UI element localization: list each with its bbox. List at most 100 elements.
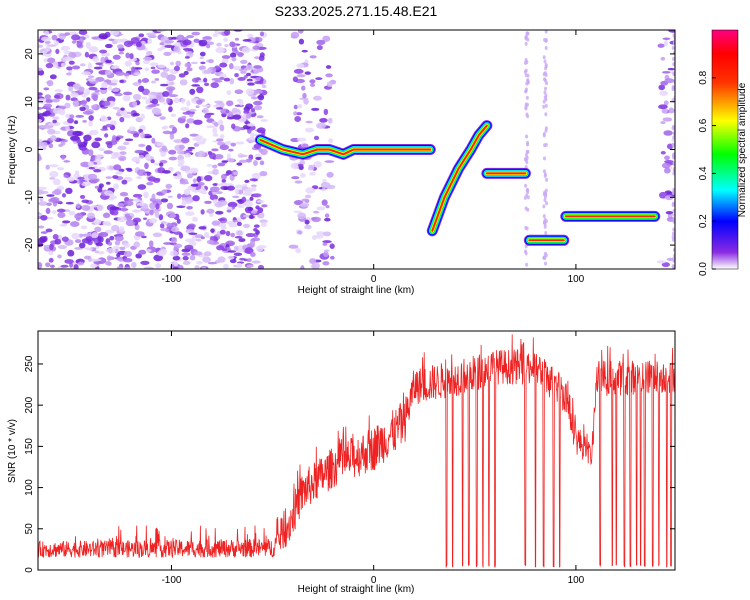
- spectrogram-noise-blob: [128, 126, 136, 132]
- spectrogram-noise-blob: [156, 95, 162, 101]
- spectrogram-noise-blob: [51, 61, 59, 68]
- spectrogram-noise-blob: [151, 137, 156, 144]
- spectrogram-noise-blob: [163, 51, 172, 56]
- spectrogram-noise-blob: [544, 219, 548, 224]
- spectrogram-noise-blob: [526, 207, 530, 212]
- spectrogram-noise-blob: [143, 217, 148, 220]
- spectrogram-noise-blob: [206, 164, 213, 167]
- spectrogram-noise-blob: [191, 77, 200, 83]
- spectrogram-noise-blob: [207, 67, 212, 74]
- spectrogram-noise-blob: [219, 134, 225, 139]
- spectrogram-noise-blob: [254, 56, 260, 60]
- spectrogram-noise-blob: [663, 40, 669, 47]
- spectrogram-noise-blob: [105, 181, 111, 185]
- spectrogram-noise-blob: [177, 159, 185, 165]
- spectrogram-noise-blob: [95, 62, 103, 65]
- spectrogram-noise-blob: [311, 107, 320, 111]
- spectrogram-noise-blob: [255, 76, 261, 81]
- spectrogram-noise-blob: [44, 99, 53, 103]
- spectrogram-noise-blob: [178, 264, 184, 269]
- spectrogram-noise-blob: [138, 143, 146, 148]
- spectrogram-noise-blob: [94, 185, 100, 189]
- spectrogram-noise-blob: [68, 86, 74, 92]
- spectrogram-noise-blob: [57, 245, 67, 250]
- spectrogram-noise-blob: [145, 135, 153, 139]
- spectrogram-noise-blob: [72, 65, 81, 70]
- spectrogram-noise-blob: [132, 82, 141, 86]
- spectrogram-noise-blob: [544, 192, 548, 197]
- spectrogram-noise-blob: [106, 247, 116, 254]
- spectrogram-noise-blob: [216, 183, 225, 186]
- spectrogram-noise-blob: [200, 209, 205, 215]
- spectrogram-noise-blob: [100, 56, 106, 64]
- spectrogram-noise-blob: [124, 138, 134, 142]
- spectrogram-noise-blob: [75, 203, 81, 209]
- spectrogram-noise-blob: [79, 177, 84, 184]
- spectrogram-noise-blob: [211, 78, 221, 81]
- spectrogram-noise-blob: [87, 173, 98, 180]
- spectrogram-noise-blob: [185, 211, 195, 216]
- snr-ytick-label: 50: [24, 523, 35, 535]
- spectrogram-noise-blob: [145, 50, 153, 56]
- spectrogram-noise-blob: [241, 183, 248, 187]
- spectrogram-noise-blob: [660, 56, 666, 61]
- spectrogram-noise-blob: [206, 239, 215, 245]
- spectrogram-noise-blob: [44, 30, 50, 36]
- spectrogram-noise-blob: [215, 107, 224, 110]
- spectrogram-noise-blob: [91, 141, 101, 149]
- spectrogram-noise-blob: [226, 100, 234, 107]
- spectrogram-noise-blob: [309, 258, 317, 265]
- spectrogram-noise-blob: [162, 130, 172, 135]
- spectrogram-noise-blob: [252, 193, 262, 198]
- spectrogram-noise-blob: [224, 30, 231, 36]
- spectrogram-noise-blob: [186, 100, 191, 107]
- spectrogram-noise-blob: [124, 60, 132, 67]
- spectrogram-noise-blob: [210, 228, 215, 233]
- spectrogram-noise-blob: [138, 154, 145, 159]
- spectrogram-noise-blob: [298, 38, 305, 45]
- spectrogram-noise-blob: [196, 99, 203, 105]
- spectrogram-noise-blob: [45, 164, 50, 170]
- spectrogram-noise-blob: [259, 170, 268, 177]
- spectrogram-noise-blob: [219, 124, 225, 132]
- spectrogram-noise-blob: [215, 210, 224, 215]
- spectrogram-noise-blob: [544, 30, 548, 34]
- spectrogram-noise-blob: [192, 216, 198, 222]
- spectrogram-noise-blob: [153, 209, 158, 214]
- spectrogram-noise-blob: [149, 62, 159, 67]
- spectrogram-noise-blob: [250, 209, 258, 214]
- spectrogram-noise-blob: [198, 39, 208, 47]
- spectrogram-noise-blob: [57, 212, 66, 218]
- spectrogram-noise-blob: [184, 62, 192, 68]
- spectrogram-noise-blob: [38, 113, 48, 117]
- spectrogram-noise-blob: [661, 162, 671, 169]
- spectrogram-noise-blob: [47, 128, 56, 135]
- spectrogram-noise-blob: [45, 216, 54, 220]
- spectrogram-noise-blob: [53, 40, 60, 46]
- spectrogram-noise-blob: [79, 106, 86, 112]
- spectrogram-noise-blob: [151, 193, 156, 201]
- spectrogram-noise-blob: [235, 141, 245, 145]
- spectrogram-noise-blob: [89, 129, 99, 136]
- spectrogram-noise-blob: [184, 244, 194, 251]
- spectrogram-noise-blob: [86, 97, 91, 102]
- spectrogram-noise-blob: [544, 231, 548, 236]
- spectrogram-noise-blob: [110, 156, 117, 159]
- spectrogram-noise-blob: [133, 241, 140, 248]
- spectrogram-noise-blob: [297, 30, 304, 34]
- spectrogram-noise-blob: [158, 214, 164, 221]
- spectrogram-noise-blob: [136, 169, 146, 176]
- spectrogram-noise-blob: [64, 102, 71, 109]
- spectrogram-noise-blob: [542, 255, 546, 260]
- spectrogram-noise-blob: [245, 88, 255, 96]
- spectrogram-noise-blob: [173, 97, 180, 104]
- spectrogram-noise-blob: [544, 64, 548, 69]
- spectrogram-noise-blob: [112, 54, 121, 60]
- spectrogram-noise-blob: [41, 124, 52, 130]
- spectrogram-noise-blob: [38, 189, 44, 195]
- spectrogram-noise-blob: [245, 72, 252, 77]
- spectrogram-noise-blob: [66, 72, 72, 76]
- spectrogram-noise-blob: [220, 173, 227, 180]
- spectrogram-noise-blob: [251, 186, 257, 192]
- spectrogram-noise-blob: [44, 94, 52, 100]
